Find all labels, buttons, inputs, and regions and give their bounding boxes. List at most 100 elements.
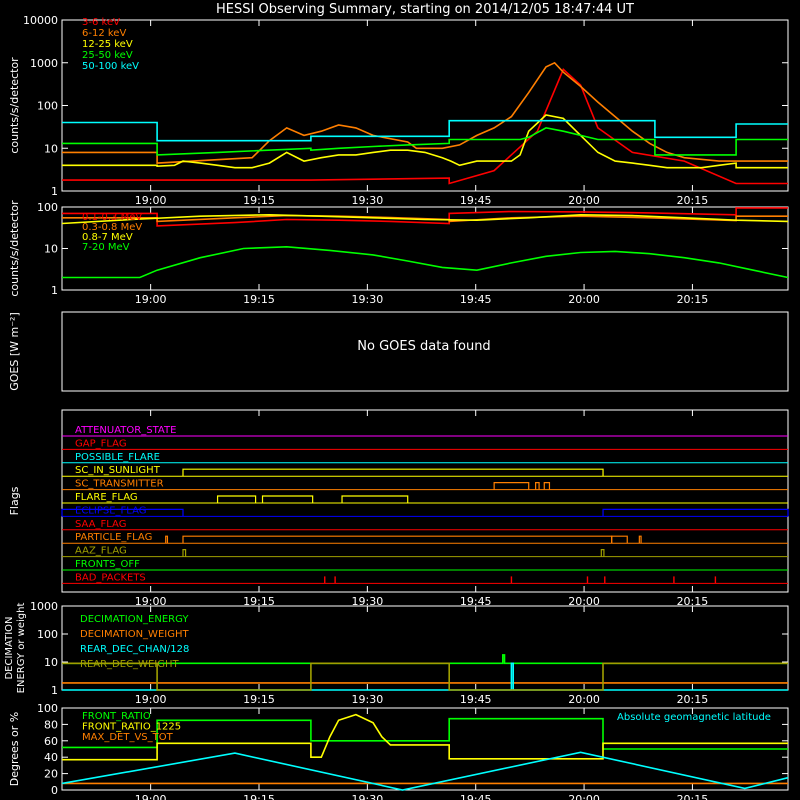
flag-segment-4-0	[493, 482, 530, 490]
flag-label-10: FRONTS_OFF	[75, 559, 140, 570]
high-energy-legend-0: 0.1-0.3 MeV	[82, 212, 142, 223]
decimation-legend-3: REAR_DEC_WEIGHT	[80, 659, 179, 670]
decimation-ytick-label: 1000	[30, 600, 58, 613]
goes-ylabel: GOES [W m⁻²]	[8, 312, 21, 391]
flag-segment-5-1	[261, 495, 314, 503]
flag-segment-9-1	[600, 548, 605, 557]
high-energy-ytick-label: 1	[51, 284, 58, 297]
flag-label-5: FLARE_FLAG	[75, 492, 138, 503]
high-energy-xtick-label: 19:15	[243, 293, 275, 306]
ratios-annotation: Absolute geomagnetic latitude	[617, 712, 771, 723]
flag-label-0: ATTENUATOR_STATE	[75, 425, 176, 436]
low-energy-xtick-label: 19:45	[460, 194, 492, 207]
ratios-legend-0: FRONT_RATIO	[82, 711, 151, 722]
low-energy-xtick-label: 19:30	[352, 194, 384, 207]
low-energy-series-0	[62, 68, 788, 185]
low-energy-series-3	[62, 127, 788, 156]
low-energy-legend-4: 50-100 keV	[82, 61, 139, 72]
low-energy-series-2	[62, 114, 788, 169]
low-energy-xtick-label: 20:00	[568, 194, 600, 207]
flags-xtick-label: 19:15	[243, 595, 275, 608]
flags-xtick-label: 19:45	[460, 595, 492, 608]
flag-segment-4-2	[543, 482, 551, 490]
decimation-xtick-label: 20:00	[568, 693, 600, 706]
low-energy-legend-3: 25-50 keV	[82, 50, 133, 61]
decimation-ylabel-line1: DECIMATION	[4, 616, 15, 679]
low-energy-xtick-label: 19:15	[243, 194, 275, 207]
decimation-ytick-label: 100	[37, 628, 58, 641]
ratios-xtick-label: 19:45	[460, 793, 492, 800]
flag-label-11: BAD_PACKETS	[75, 572, 146, 583]
high-energy-xtick-label: 19:00	[135, 293, 167, 306]
ratios-series-3	[61, 751, 789, 791]
decimation-legend-1: DECIMATION_WEIGHT	[80, 629, 189, 640]
high-energy-ylabel: counts/s/detector	[8, 200, 21, 297]
decimation-xtick-label: 19:30	[352, 693, 384, 706]
flag-label-2: POSSIBLE_FLARE	[75, 452, 160, 463]
low-energy-ylabel: counts/s/detector	[8, 57, 21, 154]
flags-ylabel: Flags	[8, 486, 21, 515]
decimation-ytick-label: 10	[44, 656, 58, 669]
decimation-xtick-label: 20:15	[677, 693, 709, 706]
flag-segment-8-0	[165, 535, 169, 544]
ratios-ytick-label: 40	[44, 751, 58, 764]
page-title: HESSI Observing Summary, starting on 201…	[216, 2, 634, 17]
ratios-series-1	[62, 713, 788, 761]
low-energy-ytick-label: 10	[44, 142, 58, 155]
flag-segment-8-3	[638, 535, 642, 544]
ratios-xtick-label: 20:15	[677, 793, 709, 800]
high-energy-ytick-label: 100	[37, 201, 58, 214]
low-energy-series-1	[62, 61, 788, 164]
high-energy-series-3	[62, 245, 789, 279]
ratios-xtick-label: 20:00	[568, 793, 600, 800]
low-energy-legend-1: 6-12 keV	[82, 28, 126, 39]
flag-label-7: SAA_FLAG	[75, 519, 126, 530]
flag-segment-6-0	[61, 508, 184, 517]
decimation-xtick-label: 19:45	[460, 693, 492, 706]
high-energy-xtick-label: 20:15	[677, 293, 709, 306]
ratios-legend-1: FRONT_RATIO_1225	[82, 722, 181, 733]
flags-frame	[61, 409, 789, 593]
high-energy-xtick-label: 19:30	[352, 293, 384, 306]
flag-label-1: GAP_FLAG	[75, 438, 127, 449]
ratios-xtick-label: 19:30	[352, 793, 384, 800]
decimation-legend-2: REAR_DEC_CHAN/128	[80, 644, 189, 655]
decimation-ylabel-line2: ENERGY or weight	[16, 603, 27, 694]
flag-segment-4-1	[535, 482, 540, 490]
high-energy-series-0	[62, 207, 788, 227]
ratios-ytick-label: 20	[44, 768, 58, 781]
high-energy-xtick-label: 20:00	[568, 293, 600, 306]
flags-xtick-label: 19:30	[352, 595, 384, 608]
decimation-xtick-label: 19:15	[243, 693, 275, 706]
high-energy-series-1	[62, 214, 788, 223]
ratios-legend-2: MAX_DET_VS_TOT	[82, 732, 174, 743]
low-energy-xtick-label: 20:15	[677, 194, 709, 207]
flag-segment-8-2	[611, 535, 628, 544]
flag-segment-6-1	[602, 508, 789, 517]
high-energy-xtick-label: 19:45	[460, 293, 492, 306]
low-energy-ytick-label: 1	[51, 185, 58, 198]
low-energy-legend-2: 12-25 keV	[82, 39, 133, 50]
flag-label-6: ECLIPSE_FLAG	[75, 505, 146, 516]
low-energy-ytick-label: 1000	[30, 57, 58, 70]
flag-segment-5-0	[216, 495, 257, 503]
high-energy-legend-1: 0.3-0.8 MeV	[82, 222, 142, 233]
ratios-xtick-label: 19:15	[243, 793, 275, 800]
flag-segment-8-1	[182, 535, 613, 544]
flag-label-9: AAZ_FLAG	[75, 546, 127, 557]
high-energy-legend-2: 0.8-7 MeV	[82, 232, 133, 243]
ratios-ylabel: Degrees or %	[8, 712, 21, 786]
high-energy-ytick-label: 10	[44, 243, 58, 256]
flag-label-4: SC_TRANSMITTER	[75, 479, 164, 490]
high-energy-legend-3: 7-20 MeV	[82, 242, 130, 253]
low-energy-legend-0: 3-6 keV	[82, 17, 120, 28]
high-energy-series-2	[61, 213, 789, 225]
flag-segment-3-0	[182, 468, 604, 477]
low-energy-ytick-label: 10000	[23, 14, 58, 27]
goes-message: No GOES data found	[357, 339, 490, 354]
ratios-ytick-label: 60	[44, 735, 58, 748]
goes-frame	[61, 311, 789, 392]
flags-xtick-label: 20:15	[677, 595, 709, 608]
